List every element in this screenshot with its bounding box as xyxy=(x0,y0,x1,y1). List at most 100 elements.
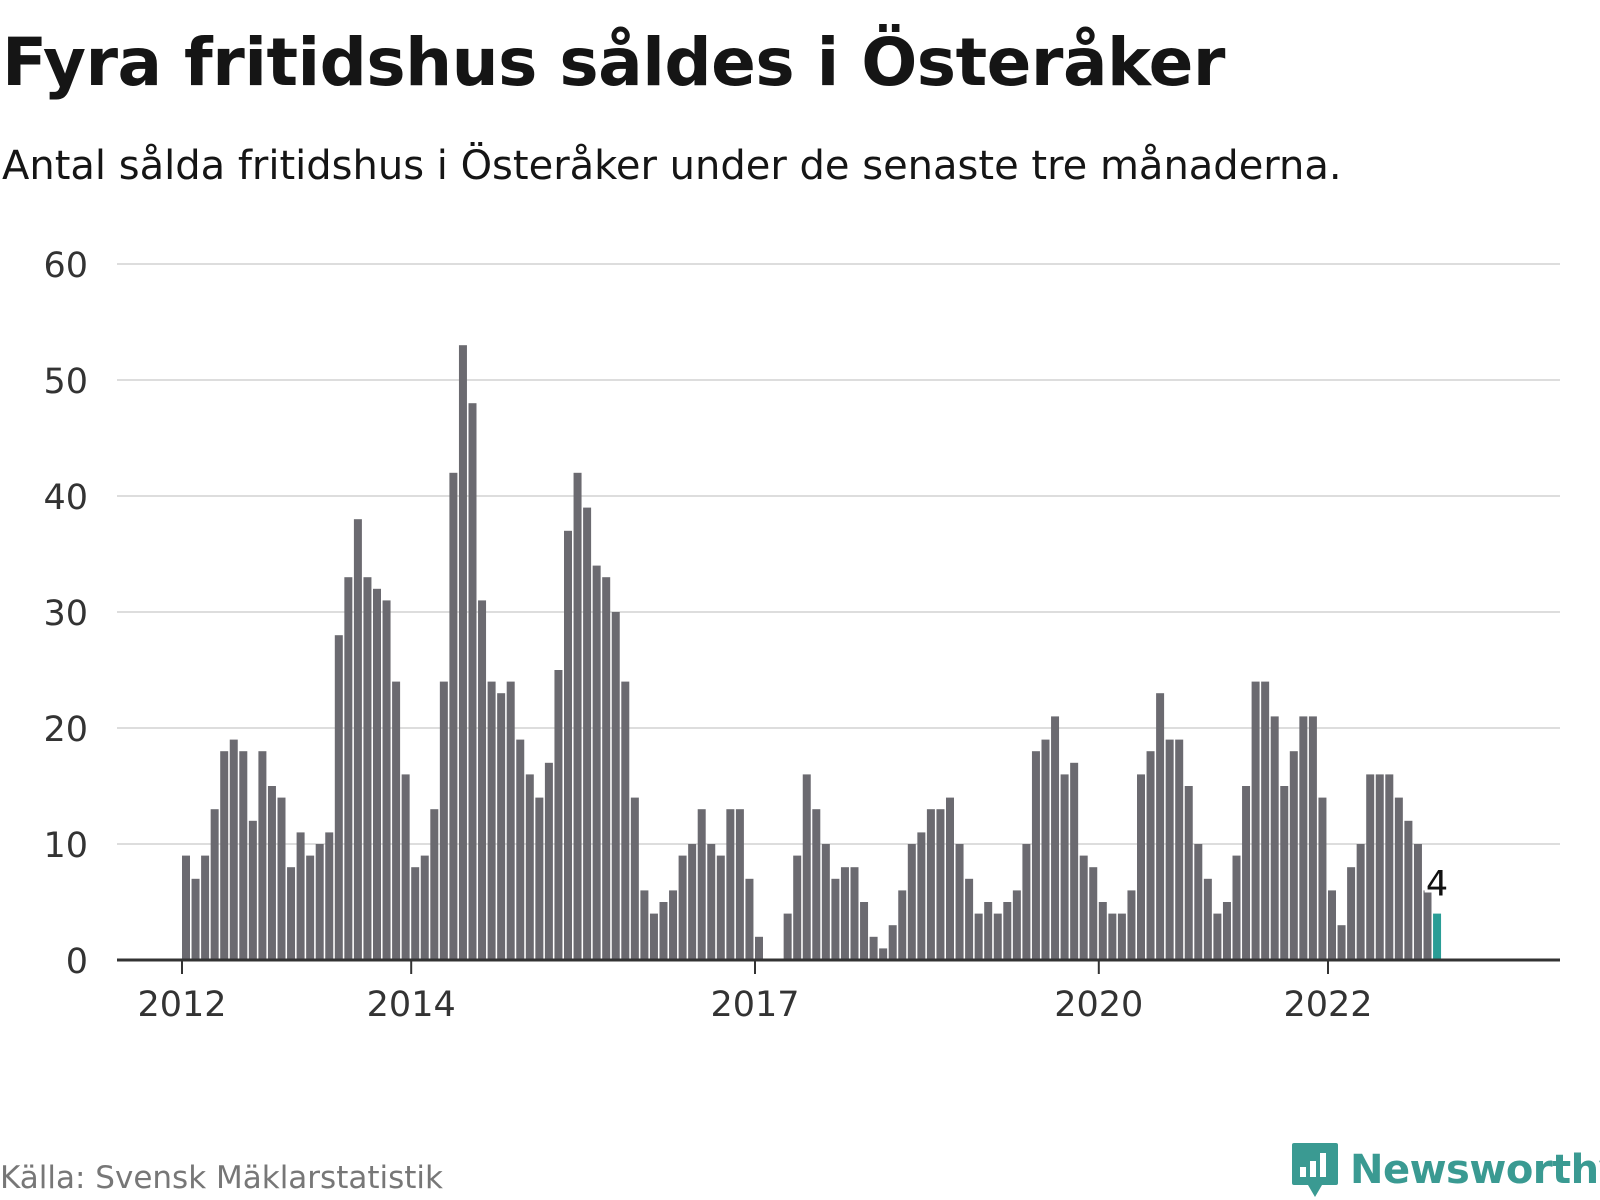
bar xyxy=(965,878,974,960)
x-axis-tick-labels: 2012 2014 2017 2020 2022 xyxy=(137,960,1373,1025)
bar xyxy=(793,855,802,960)
bar xyxy=(1289,751,1298,960)
y-tick-label: 30 xyxy=(43,594,88,634)
bar xyxy=(306,855,315,960)
bar xyxy=(984,902,993,960)
bar xyxy=(840,867,849,960)
bar xyxy=(573,472,582,960)
bar xyxy=(1366,774,1375,960)
bar xyxy=(1041,739,1050,960)
bar xyxy=(583,507,592,960)
bar xyxy=(898,890,907,960)
bar xyxy=(659,902,668,960)
bar xyxy=(182,855,190,960)
bar xyxy=(611,612,620,960)
bar xyxy=(1137,774,1145,960)
bar xyxy=(1060,774,1069,960)
bar xyxy=(1242,786,1251,960)
bar xyxy=(191,878,200,960)
bar xyxy=(802,774,811,960)
y-tick-label: 10 xyxy=(43,826,88,866)
bar xyxy=(869,936,878,960)
bar xyxy=(1356,844,1365,960)
bar xyxy=(755,936,763,960)
bar xyxy=(239,751,248,960)
x-tick-label: 2012 xyxy=(137,985,226,1025)
bar xyxy=(497,693,506,960)
bar xyxy=(669,890,678,960)
bar xyxy=(449,472,458,960)
bar xyxy=(430,809,439,960)
bar xyxy=(697,809,706,960)
bar xyxy=(229,739,238,960)
bar xyxy=(344,577,353,960)
bar xyxy=(621,681,630,960)
bar xyxy=(812,809,821,960)
bar xyxy=(1012,890,1021,960)
bar xyxy=(1031,751,1040,960)
bar xyxy=(373,588,381,960)
data-labels: 4 xyxy=(1423,862,1451,908)
bar xyxy=(1203,878,1212,960)
bar xyxy=(630,797,639,960)
bar xyxy=(1270,716,1279,960)
bar xyxy=(907,844,916,960)
bar xyxy=(1108,913,1117,960)
bar xyxy=(544,762,553,960)
bar xyxy=(1194,844,1203,960)
bar xyxy=(1232,855,1241,960)
bar xyxy=(1423,890,1432,960)
y-tick-label: 50 xyxy=(43,362,88,402)
bar xyxy=(1022,844,1031,960)
bar xyxy=(1156,693,1165,960)
bar xyxy=(974,913,983,960)
y-tick-label: 0 xyxy=(66,942,88,982)
bar xyxy=(535,797,544,960)
bar xyxy=(382,600,391,960)
bar xyxy=(1175,739,1184,960)
bar xyxy=(726,809,735,960)
bar xyxy=(411,867,420,960)
bar xyxy=(458,345,467,960)
bar xyxy=(363,577,372,960)
bar xyxy=(201,855,210,960)
bar xyxy=(1070,762,1079,960)
bar xyxy=(439,681,448,960)
bar xyxy=(783,913,792,960)
bar xyxy=(1213,913,1222,960)
bar xyxy=(1385,774,1394,960)
bar xyxy=(248,820,257,960)
bar xyxy=(926,809,935,960)
bar xyxy=(315,844,324,960)
bar xyxy=(1051,716,1060,960)
y-tick-label: 20 xyxy=(43,710,88,750)
bar xyxy=(525,774,534,960)
newsworthy-logo: Newsworthy xyxy=(1290,1141,1600,1199)
bar-chart-speech-bubble-icon xyxy=(1292,1143,1338,1197)
bar xyxy=(688,844,697,960)
bar xyxy=(1394,797,1403,960)
chart-title: Fyra fritidshus såldes i Österåker xyxy=(2,24,1225,101)
bar xyxy=(821,844,830,960)
bar xyxy=(353,519,362,960)
bar xyxy=(735,809,744,960)
x-tick-label: 2014 xyxy=(367,985,456,1025)
source-note: Källa: Svensk Mäklarstatistik xyxy=(0,1160,443,1196)
x-tick-label: 2022 xyxy=(1283,985,1372,1025)
y-tick-label: 60 xyxy=(43,246,88,286)
x-tick-label: 2020 xyxy=(1054,985,1143,1025)
bar xyxy=(1003,902,1012,960)
bar xyxy=(1413,844,1422,960)
bar xyxy=(1079,855,1088,960)
bar xyxy=(334,635,343,960)
bar xyxy=(888,925,897,960)
bar xyxy=(716,855,725,960)
bar xyxy=(831,878,840,960)
bar xyxy=(487,681,496,960)
bar xyxy=(707,844,716,960)
bar xyxy=(936,809,945,960)
bar xyxy=(1222,902,1231,960)
bar xyxy=(1117,913,1126,960)
bar xyxy=(860,902,869,960)
bar-chart: 0 10 20 30 40 50 60 2012 2014 2017 2020 2022 4 xyxy=(43,246,1560,1025)
